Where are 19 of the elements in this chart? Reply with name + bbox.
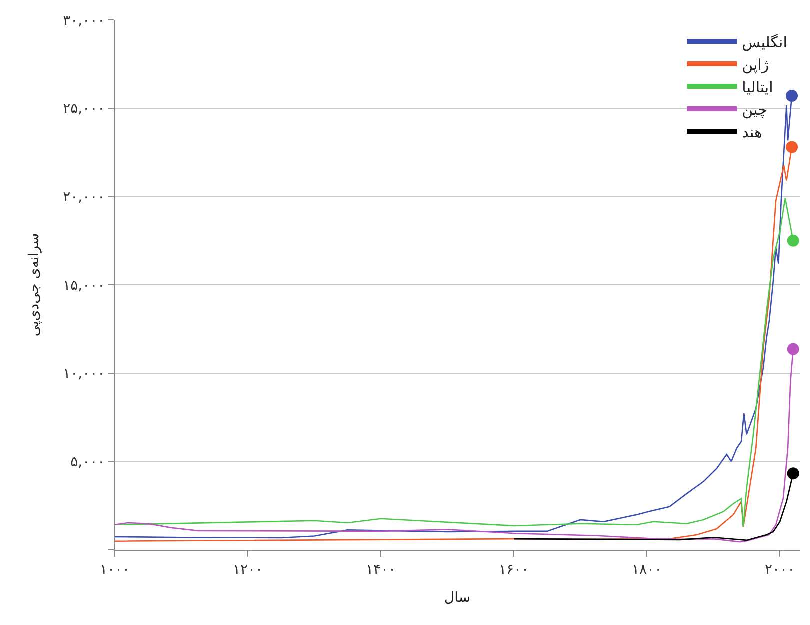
- y-tick-label: ۵,۰۰۰: [70, 454, 106, 471]
- y-tick-label: ۳۰,۰۰۰: [63, 12, 106, 29]
- legend-label: چین: [742, 100, 768, 119]
- legend-label: انگلیس: [742, 33, 788, 52]
- y-tick-label: ۱۰,۰۰۰: [63, 366, 106, 382]
- y-tick-label: ۲۰,۰۰۰: [63, 190, 106, 206]
- x-tick-label: ۱۰۰۰: [100, 562, 130, 578]
- x-tick-label: ۱۶۰۰: [498, 562, 530, 578]
- legend-label: هند: [742, 123, 763, 142]
- x-tick-label: ۱۸۰۰: [632, 562, 662, 578]
- legend-label: ایتالیا: [742, 78, 774, 96]
- legend-label: ژاپن: [742, 56, 770, 74]
- y-axis-title: سرانه‌ی جی‌دی‌پی: [26, 233, 43, 337]
- x-axis-title: سال: [444, 590, 471, 606]
- y-tick-label: ۲۵,۰۰۰: [63, 101, 106, 118]
- x-tick-label: ۲۰۰۰: [765, 562, 796, 578]
- y-tick-label: ۱۵,۰۰۰: [63, 278, 106, 294]
- x-tick-label: ۱۴۰۰: [366, 562, 396, 578]
- x-tick-label: ۱۲۰۰: [232, 562, 264, 578]
